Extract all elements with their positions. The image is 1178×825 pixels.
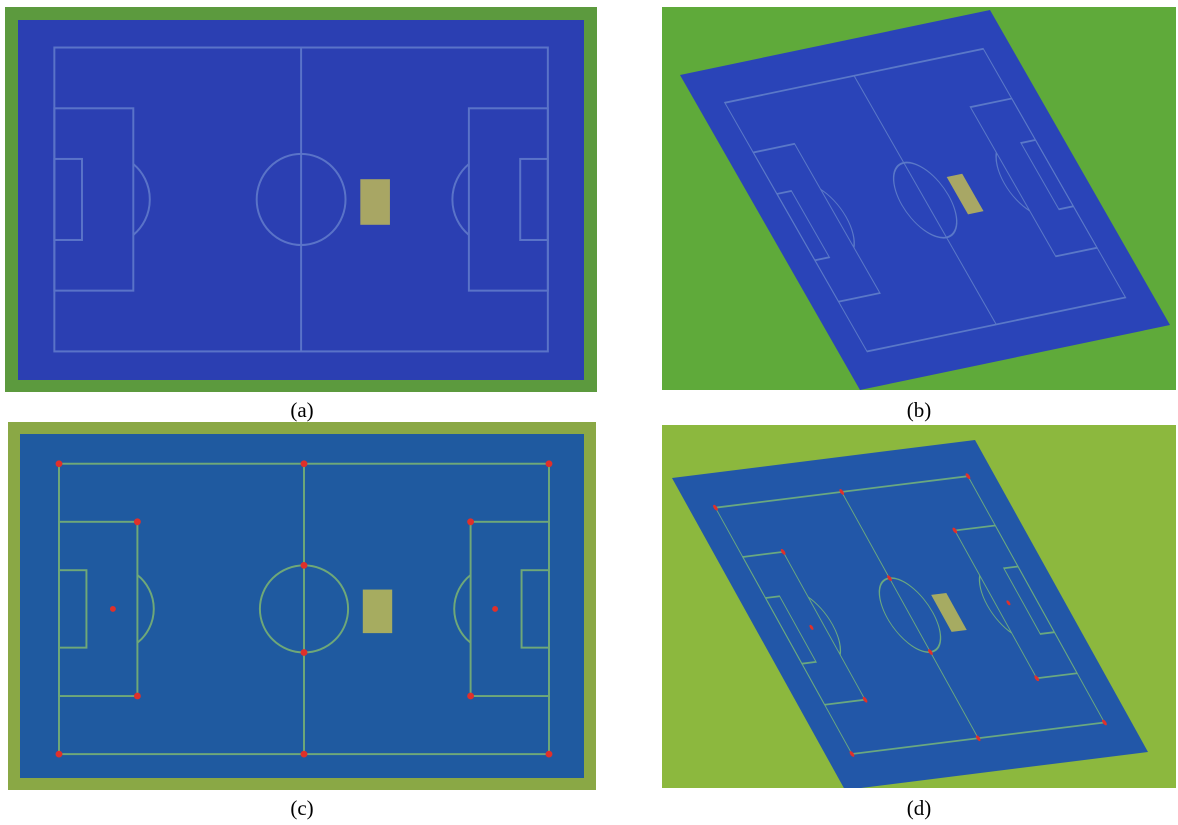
panel-b: (b) (662, 7, 1176, 422)
panel-label: (b) (907, 398, 932, 422)
panel-a: (a) (5, 7, 597, 422)
panel-label: (c) (290, 796, 313, 820)
panel-label: (d) (907, 796, 932, 820)
figure: (a) (b) (c) (d) (0, 0, 1178, 825)
panel-label: (a) (290, 398, 313, 422)
panel-d: (d) (662, 425, 1176, 820)
panel-c: (c) (8, 422, 596, 820)
